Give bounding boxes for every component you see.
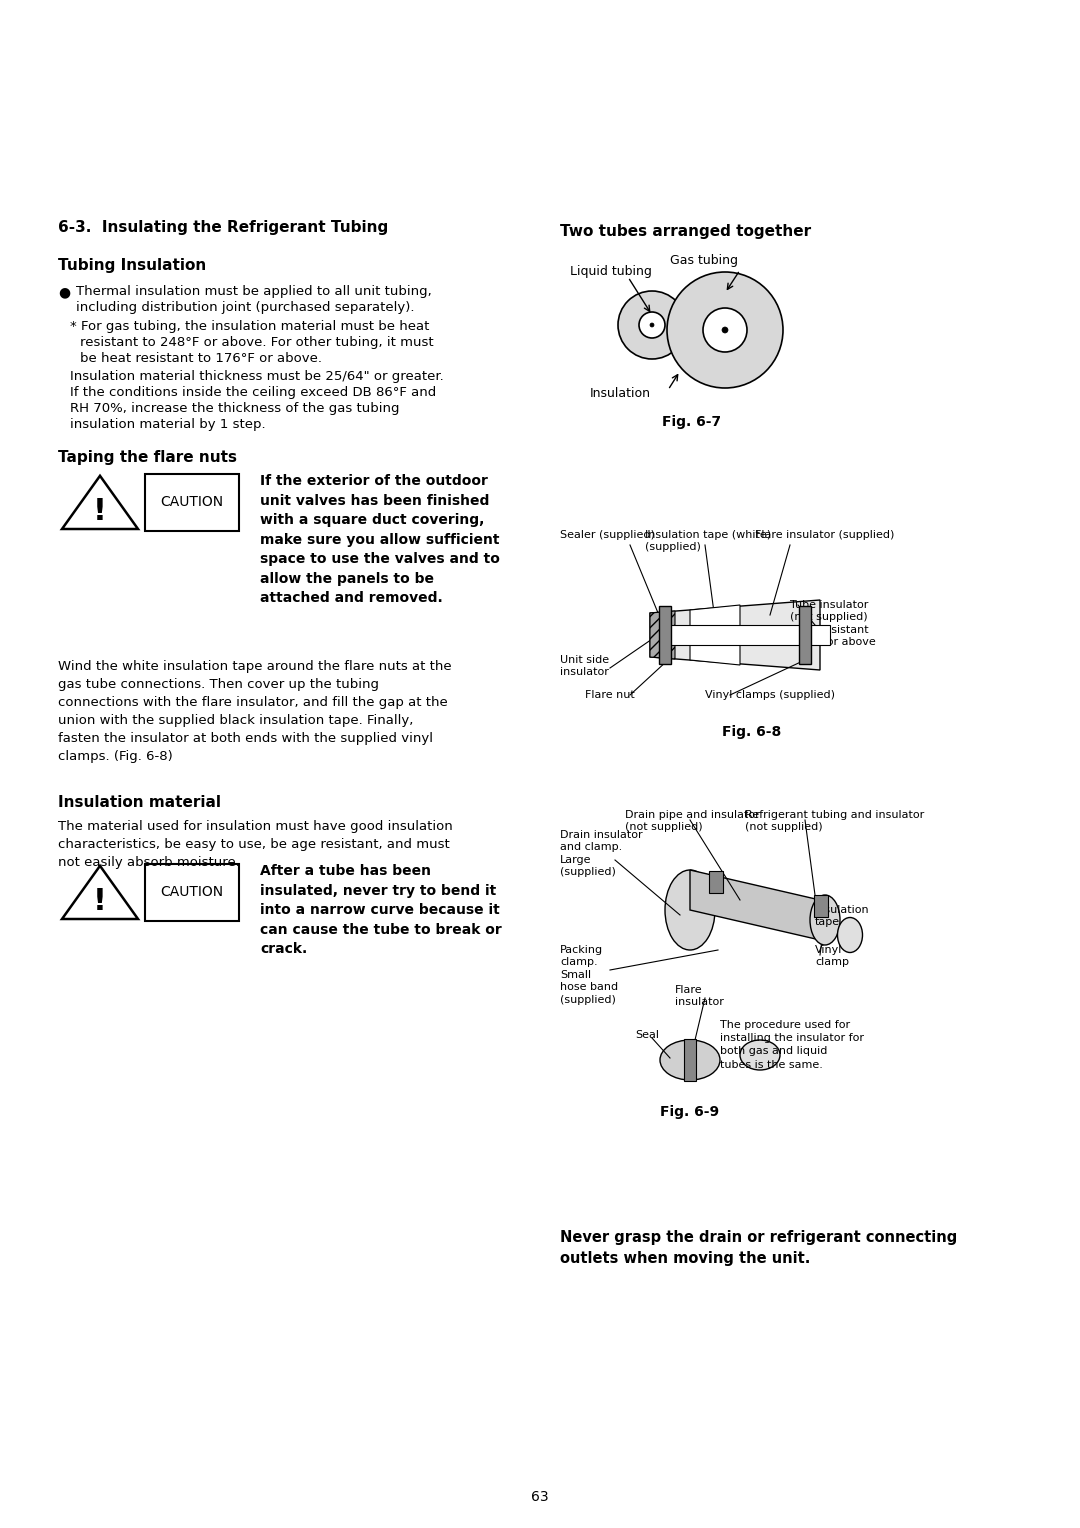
Text: Sealer (supplied): Sealer (supplied)	[561, 530, 654, 539]
Text: be heat resistant to 176°F or above.: be heat resistant to 176°F or above.	[80, 351, 322, 365]
FancyBboxPatch shape	[799, 607, 811, 665]
Circle shape	[650, 322, 654, 327]
Text: Seal: Seal	[635, 1030, 659, 1041]
Text: !: !	[93, 888, 107, 917]
Text: Insulation
tape: Insulation tape	[815, 905, 869, 927]
Ellipse shape	[837, 917, 863, 952]
Text: Packing
clamp.
Small
hose band
(supplied): Packing clamp. Small hose band (supplied…	[561, 944, 618, 1004]
Ellipse shape	[740, 1041, 780, 1070]
Text: Insulation: Insulation	[590, 387, 651, 400]
Text: Two tubes arranged together: Two tubes arranged together	[561, 225, 811, 238]
Text: Insulation material: Insulation material	[58, 795, 221, 810]
FancyBboxPatch shape	[814, 895, 828, 917]
Text: 6-3.  Insulating the Refrigerant Tubing: 6-3. Insulating the Refrigerant Tubing	[58, 220, 388, 235]
Text: CAUTION: CAUTION	[161, 495, 224, 509]
Text: Flare
insulator: Flare insulator	[675, 986, 724, 1007]
Text: RH 70%, increase the thickness of the gas tubing: RH 70%, increase the thickness of the ga…	[70, 402, 400, 416]
Text: Taping the flare nuts: Taping the flare nuts	[58, 451, 237, 465]
Text: The procedure used for
installing the insulator for
both gas and liquid
tubes is: The procedure used for installing the in…	[720, 1021, 864, 1070]
Text: Tube insulator
(not supplied)
Heat resistant
248°F or above: Tube insulator (not supplied) Heat resis…	[789, 601, 876, 648]
FancyBboxPatch shape	[659, 607, 671, 665]
FancyBboxPatch shape	[670, 625, 831, 645]
FancyBboxPatch shape	[684, 1039, 696, 1080]
Text: Vinyl clamps (supplied): Vinyl clamps (supplied)	[705, 691, 835, 700]
Text: Thermal insulation must be applied to all unit tubing,: Thermal insulation must be applied to al…	[76, 286, 432, 298]
Text: resistant to 248°F or above. For other tubing, it must: resistant to 248°F or above. For other t…	[80, 336, 434, 348]
Text: 63: 63	[531, 1490, 549, 1504]
Text: Liquid tubing: Liquid tubing	[570, 264, 652, 278]
Circle shape	[723, 327, 728, 333]
FancyBboxPatch shape	[145, 474, 239, 532]
Text: CAUTION: CAUTION	[161, 885, 224, 900]
Polygon shape	[690, 869, 820, 940]
Text: including distribution joint (purchased separately).: including distribution joint (purchased …	[76, 301, 415, 313]
Text: Fig. 6-8: Fig. 6-8	[723, 724, 781, 740]
Text: Unit side
insulator: Unit side insulator	[561, 656, 609, 677]
Text: Fig. 6-9: Fig. 6-9	[660, 1105, 719, 1118]
Text: * For gas tubing, the insulation material must be heat: * For gas tubing, the insulation materia…	[70, 319, 430, 333]
Text: After a tube has been
insulated, never try to bend it
into a narrow curve becaus: After a tube has been insulated, never t…	[260, 863, 502, 957]
Ellipse shape	[810, 895, 840, 944]
Text: insulation material by 1 step.: insulation material by 1 step.	[70, 419, 266, 431]
Text: If the exterior of the outdoor
unit valves has been finished
with a square duct : If the exterior of the outdoor unit valv…	[260, 474, 500, 605]
Text: Drain insulator
and clamp.
Large
(supplied): Drain insulator and clamp. Large (suppli…	[561, 830, 643, 877]
Circle shape	[639, 312, 665, 338]
Circle shape	[618, 290, 686, 359]
Text: Refrigerant tubing and insulator
(not supplied): Refrigerant tubing and insulator (not su…	[745, 810, 924, 833]
Text: Drain pipe and insulator
(not supplied): Drain pipe and insulator (not supplied)	[625, 810, 759, 833]
Polygon shape	[690, 605, 740, 665]
Text: Insulation tape (white)
(supplied): Insulation tape (white) (supplied)	[645, 530, 771, 553]
Text: The material used for insulation must have good insulation
characteristics, be e: The material used for insulation must ha…	[58, 821, 453, 869]
Ellipse shape	[660, 1041, 720, 1080]
Text: Wind the white insulation tape around the flare nuts at the
gas tube connections: Wind the white insulation tape around th…	[58, 660, 451, 762]
FancyBboxPatch shape	[145, 863, 239, 921]
Ellipse shape	[665, 869, 715, 950]
Text: Vinyl
clamp: Vinyl clamp	[815, 944, 849, 967]
Text: If the conditions inside the ceiling exceed DB 86°F and: If the conditions inside the ceiling exc…	[70, 387, 436, 399]
Text: Flare insulator (supplied): Flare insulator (supplied)	[755, 530, 894, 539]
Text: Never grasp the drain or refrigerant connecting
outlets when moving the unit.: Never grasp the drain or refrigerant con…	[561, 1230, 957, 1267]
FancyBboxPatch shape	[708, 871, 723, 892]
Text: Flare nut: Flare nut	[585, 691, 635, 700]
Circle shape	[667, 272, 783, 388]
Circle shape	[703, 309, 747, 351]
Polygon shape	[650, 611, 675, 659]
Text: !: !	[93, 498, 107, 527]
Text: Gas tubing: Gas tubing	[670, 254, 738, 267]
Text: ●: ●	[58, 286, 70, 299]
Text: Insulation material thickness must be 25/64" or greater.: Insulation material thickness must be 25…	[70, 370, 444, 384]
Text: Tubing Insulation: Tubing Insulation	[58, 258, 206, 274]
Polygon shape	[650, 601, 820, 669]
Text: Fig. 6-7: Fig. 6-7	[662, 416, 721, 429]
